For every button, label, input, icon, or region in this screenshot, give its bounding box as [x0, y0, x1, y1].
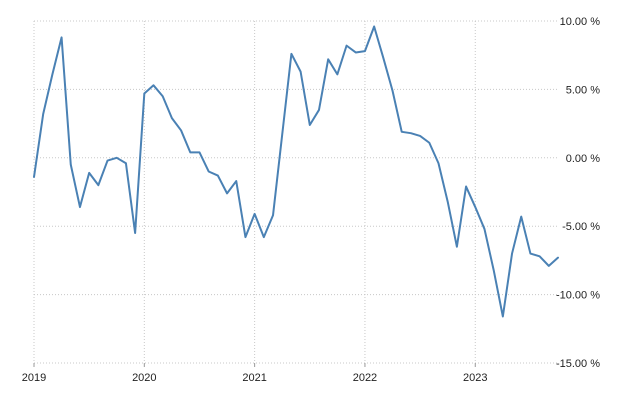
data-point [143, 93, 145, 95]
data-point [318, 109, 320, 111]
data-point [180, 129, 182, 131]
data-point [300, 71, 302, 73]
y-tick-label: -10.00 % [556, 290, 600, 302]
data-point [51, 73, 53, 75]
data-point [226, 192, 228, 194]
data-point [125, 162, 127, 164]
data-point [557, 257, 559, 259]
data-point [447, 201, 449, 203]
data-point [88, 172, 90, 174]
data-point [97, 184, 99, 186]
data-point [162, 95, 164, 97]
y-tick-label: -5.00 % [562, 221, 600, 233]
data-point [309, 124, 311, 126]
data-point [483, 228, 485, 230]
data-point [502, 315, 504, 317]
data-point [134, 232, 136, 234]
y-tick-label: 10.00 % [560, 16, 601, 28]
data-point [61, 36, 63, 38]
data-point [263, 236, 265, 238]
data-point [244, 236, 246, 238]
data-point [42, 113, 44, 115]
data-point [355, 51, 357, 53]
data-point [33, 176, 35, 178]
data-point [456, 246, 458, 248]
data-point [79, 206, 81, 208]
series-line [33, 25, 559, 318]
x-tick-label: 2022 [353, 372, 377, 384]
data-point [171, 117, 173, 119]
data-point [217, 175, 219, 177]
data-point [382, 57, 384, 59]
data-point [70, 164, 72, 166]
data-point [153, 84, 155, 86]
data-point [428, 142, 430, 144]
y-tick-label: 5.00 % [566, 84, 600, 96]
data-point [208, 170, 210, 172]
data-point [493, 269, 495, 271]
series-layer [33, 25, 559, 318]
data-point [373, 25, 375, 27]
data-point [235, 180, 237, 182]
data-point [364, 50, 366, 52]
data-point [336, 73, 338, 75]
x-tick-label: 2023 [463, 372, 487, 384]
data-point [107, 160, 109, 162]
data-point [116, 157, 118, 159]
axis-layer: 10.00 % 5.00 % 0.00 % -5.00 % -10.00 % -15.00… [22, 16, 600, 384]
y-tick-label: -15.00 % [556, 358, 600, 370]
grid-layer [33, 20, 558, 364]
data-point [327, 58, 329, 60]
data-point [281, 134, 283, 136]
data-point [410, 132, 412, 134]
data-point [401, 131, 403, 133]
data-point [346, 45, 348, 47]
data-point [539, 255, 541, 257]
data-point [465, 186, 467, 188]
data-point [290, 53, 292, 55]
data-point [198, 151, 200, 153]
data-point [419, 135, 421, 137]
data-point [474, 206, 476, 208]
data-point [529, 253, 531, 255]
data-point [511, 253, 513, 255]
y-tick-label: 0.00 % [566, 153, 600, 165]
x-tick-label: 2019 [22, 372, 46, 384]
data-point [520, 216, 522, 218]
data-point [392, 90, 394, 92]
x-tick-label: 2021 [242, 372, 266, 384]
data-point [272, 214, 274, 216]
data-point [548, 265, 550, 267]
data-point [437, 162, 439, 164]
x-tick-label: 2020 [132, 372, 156, 384]
data-point [254, 213, 256, 215]
data-point [189, 151, 191, 153]
